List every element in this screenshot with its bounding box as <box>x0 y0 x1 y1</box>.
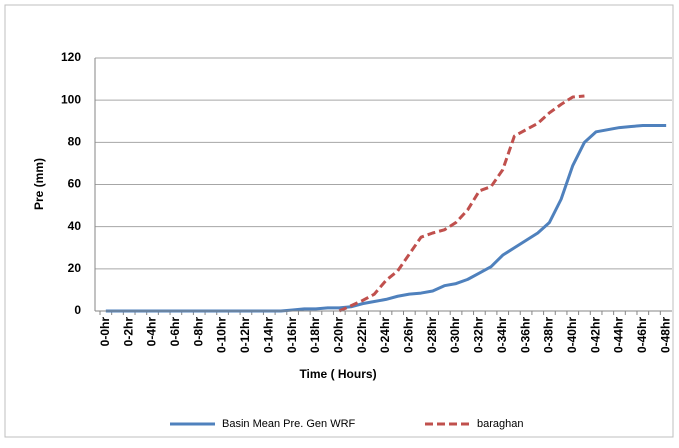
x-tick-label: 0-26hr <box>402 317 416 353</box>
x-tick-label: 0-6hr <box>168 317 182 347</box>
x-tick-label: 0-24hr <box>378 317 392 353</box>
x-tick-label: 0-18hr <box>308 317 322 353</box>
x-tick-label: 0-28hr <box>425 317 439 353</box>
x-tick-label: 0-46hr <box>635 317 649 353</box>
x-tick-label: 0-44hr <box>612 317 626 353</box>
y-tick-label: 120 <box>61 50 81 64</box>
y-tick-label: 80 <box>68 135 82 149</box>
y-tick-label: 60 <box>68 177 82 191</box>
y-tick-label: 20 <box>68 261 82 275</box>
x-tick-label: 0-34hr <box>495 317 509 353</box>
x-tick-label: 0-48hr <box>658 317 672 353</box>
x-tick-label: 0-36hr <box>518 317 532 353</box>
x-tick-label: 0-0hr <box>98 317 112 347</box>
legend-label: baraghan <box>477 418 524 430</box>
x-tick-label: 0-2hr <box>121 317 135 347</box>
x-tick-label: 0-30hr <box>448 317 462 353</box>
x-tick-label: 0-40hr <box>565 317 579 353</box>
x-tick-label: 0-8hr <box>191 317 205 347</box>
x-tick-label: 0-16hr <box>285 317 299 353</box>
x-tick-label: 0-38hr <box>542 317 556 353</box>
y-tick-label: 40 <box>68 219 82 233</box>
y-axis-title: Pre (mm) <box>32 158 46 210</box>
x-tick-label: 0-14hr <box>261 317 275 353</box>
x-tick-label: 0-20hr <box>331 317 345 353</box>
x-tick-label: 0-32hr <box>472 317 486 353</box>
y-tick-label: 0 <box>74 303 81 317</box>
chart-border <box>4 4 674 438</box>
x-tick-label: 0-42hr <box>588 317 602 353</box>
x-tick-label: 0-12hr <box>238 317 252 353</box>
y-tick-label: 100 <box>61 92 81 106</box>
series-line <box>338 94 585 313</box>
x-tick-label: 0-4hr <box>145 317 159 347</box>
legend-label: Basin Mean Pre. Gen WRF <box>222 418 356 430</box>
series-line <box>105 123 667 313</box>
x-axis-title: Time ( Hours) <box>299 367 376 381</box>
x-tick-label: 0-10hr <box>215 317 229 353</box>
x-tick-label: 0-22hr <box>355 317 369 353</box>
